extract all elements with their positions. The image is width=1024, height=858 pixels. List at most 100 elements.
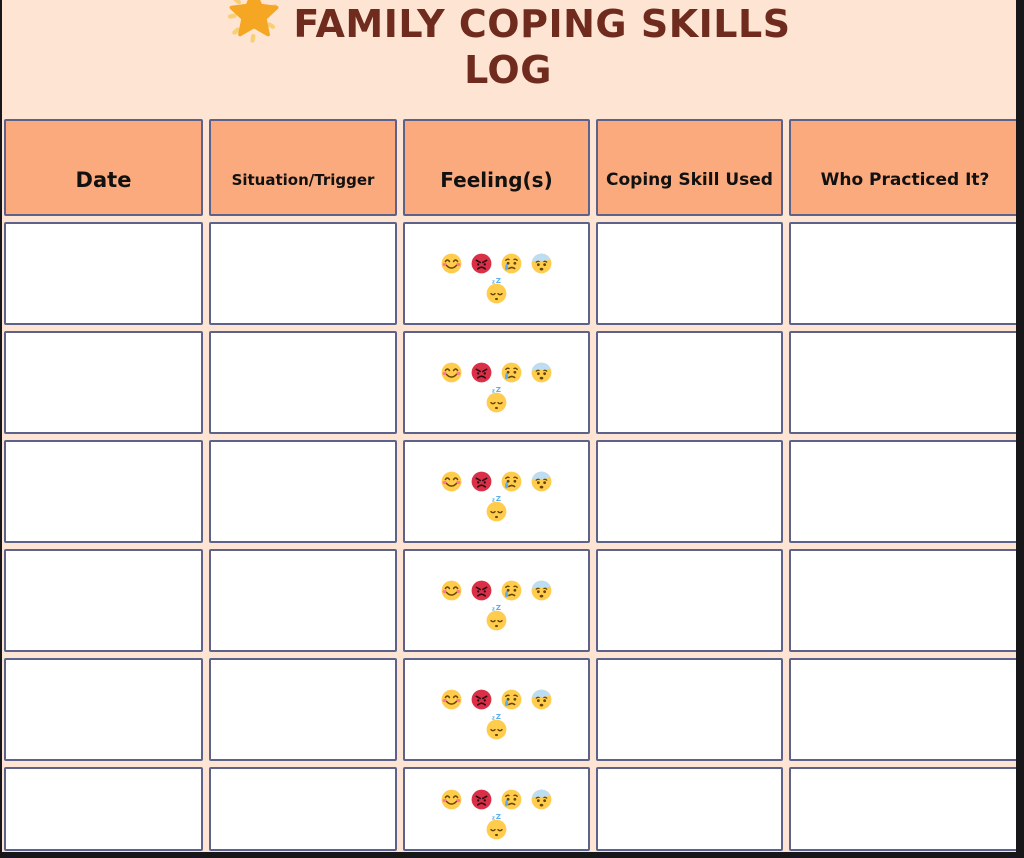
angry-face-icon: [471, 789, 492, 809]
smiling-face-icon: [441, 689, 462, 710]
svg-text:Z: Z: [496, 495, 501, 503]
situation-cell[interactable]: [209, 549, 397, 652]
svg-text:Z: Z: [496, 813, 501, 821]
fearful-face-icon: [531, 471, 552, 492]
screen-edge-bottom: [0, 852, 1024, 858]
angry-face-icon: [471, 362, 492, 383]
title-line1: FAMILY COPING SKILLS: [0, 0, 1016, 48]
crying-face-icon: [501, 580, 522, 601]
crying-face-icon: [501, 689, 522, 710]
date-cell[interactable]: [4, 222, 203, 325]
smiling-face-icon: [441, 362, 462, 383]
crying-face-icon: [501, 253, 522, 274]
feelings-emoji-row: [441, 471, 552, 492]
angry-face-icon: [471, 253, 492, 274]
column-header-label: Date: [75, 167, 132, 192]
feelings-emoji-row: [441, 789, 552, 810]
date-cell[interactable]: [4, 440, 203, 543]
fearful-face-icon: [531, 789, 552, 809]
log-table: Date Situation/Trigger Feeling(s) Coping…: [4, 119, 1021, 851]
who-practiced-cell[interactable]: [789, 440, 1021, 543]
glowing-star-icon: [225, 0, 283, 47]
coping-skill-cell[interactable]: [596, 658, 783, 761]
column-header-label: Feeling(s): [440, 168, 553, 193]
feelings-emoji-row: [441, 580, 552, 601]
svg-text:z: z: [492, 716, 495, 722]
coping-skill-cell[interactable]: [596, 331, 783, 434]
svg-text:z: z: [492, 389, 495, 395]
who-practiced-cell[interactable]: [789, 767, 1021, 851]
crying-face-icon: [501, 362, 522, 383]
svg-text:Z: Z: [496, 713, 501, 721]
who-practiced-cell[interactable]: [789, 222, 1021, 325]
smiling-face-icon: [441, 789, 462, 809]
coping-skill-cell[interactable]: [596, 222, 783, 325]
column-header-coping-skill-used: Coping Skill Used: [596, 119, 783, 216]
feelings-emoji-row: [441, 689, 552, 710]
fearful-face-icon: [531, 689, 552, 710]
column-header-date: Date: [4, 119, 203, 216]
screen-edge-right: [1016, 0, 1024, 858]
angry-face-icon: [471, 580, 492, 601]
who-practiced-cell[interactable]: [789, 658, 1021, 761]
column-header-label: Situation/Trigger: [231, 171, 375, 190]
column-header-label: Who Practiced It?: [820, 170, 990, 191]
page-title-line2: LOG: [464, 48, 552, 92]
title-block: FAMILY COPING SKILLS LOG: [0, 0, 1016, 92]
date-cell[interactable]: [4, 767, 203, 851]
coping-skill-cell[interactable]: [596, 549, 783, 652]
svg-text:z: z: [492, 280, 495, 286]
screen-edge-left: [0, 0, 2, 858]
svg-text:z: z: [492, 498, 495, 504]
who-practiced-cell[interactable]: [789, 549, 1021, 652]
situation-cell[interactable]: [209, 331, 397, 434]
column-header-who-practiced-it: Who Practiced It?: [789, 119, 1021, 216]
date-cell[interactable]: [4, 658, 203, 761]
who-practiced-cell[interactable]: [789, 331, 1021, 434]
column-header-feelings: Feeling(s): [403, 119, 590, 216]
fearful-face-icon: [531, 253, 552, 274]
column-header-situation-trigger: Situation/Trigger: [209, 119, 397, 216]
column-header-label: Coping Skill Used: [606, 170, 773, 191]
feelings-emoji-row: [441, 362, 552, 383]
angry-face-icon: [471, 689, 492, 710]
fearful-face-icon: [531, 362, 552, 383]
page-title-line1: FAMILY COPING SKILLS: [293, 2, 791, 46]
situation-cell[interactable]: [209, 658, 397, 761]
coping-skill-cell[interactable]: [596, 440, 783, 543]
feelings-emoji-row: [441, 253, 552, 274]
situation-cell[interactable]: [209, 440, 397, 543]
svg-text:Z: Z: [496, 386, 501, 394]
date-cell[interactable]: [4, 331, 203, 434]
svg-text:z: z: [492, 815, 495, 821]
svg-text:Z: Z: [496, 604, 501, 612]
smiling-face-icon: [441, 253, 462, 274]
crying-face-icon: [501, 789, 522, 809]
fearful-face-icon: [531, 580, 552, 601]
date-cell[interactable]: [4, 549, 203, 652]
svg-text:z: z: [492, 607, 495, 613]
coping-skill-cell[interactable]: [596, 767, 783, 851]
crying-face-icon: [501, 471, 522, 492]
smiling-face-icon: [441, 580, 462, 601]
angry-face-icon: [471, 471, 492, 492]
situation-cell[interactable]: [209, 222, 397, 325]
situation-cell[interactable]: [209, 767, 397, 851]
